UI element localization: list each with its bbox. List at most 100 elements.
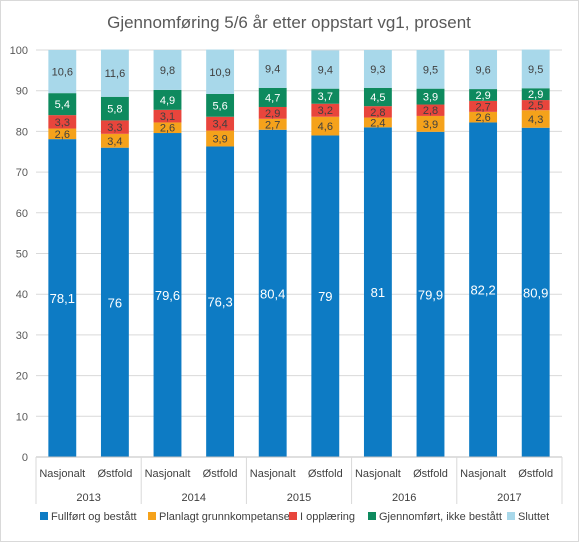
data-label: 2,9 xyxy=(265,108,280,120)
y-tick-label: 70 xyxy=(16,167,28,179)
bar-segment xyxy=(206,116,235,131)
bar-segment xyxy=(48,115,77,129)
data-label: 2,6 xyxy=(475,112,490,124)
data-label: 2,4 xyxy=(370,117,385,129)
bar-segment xyxy=(363,106,392,118)
bar-segment xyxy=(258,118,287,130)
y-tick-label: 50 xyxy=(16,249,28,261)
legend: Fullført og bestått Planlagt grunnkompeta… xyxy=(40,511,549,523)
bar-segment xyxy=(416,88,445,105)
x-tick-label: Nasjonalt xyxy=(460,468,506,480)
data-label: 76 xyxy=(108,295,122,310)
legend-swatch xyxy=(368,512,376,520)
data-label: 2,6 xyxy=(160,123,175,135)
x-tick-label: Østfold xyxy=(518,468,553,480)
bar-segment xyxy=(206,130,235,147)
data-label: 3,4 xyxy=(212,119,227,131)
bar-segment xyxy=(469,122,498,458)
data-label: 3,2 xyxy=(318,105,333,117)
legend-swatch xyxy=(289,512,297,520)
bar-segment xyxy=(469,111,498,123)
bar-segment xyxy=(363,87,392,107)
data-label: 3,1 xyxy=(160,111,175,123)
bar-segment xyxy=(521,127,550,457)
bar-segment xyxy=(311,135,340,457)
data-label: 78,1 xyxy=(50,291,75,306)
x-group-label: 2014 xyxy=(182,492,206,504)
bar-segment xyxy=(153,133,182,457)
bar-segment xyxy=(521,110,550,128)
bar-segment xyxy=(48,93,77,116)
x-tick-label: Østfold xyxy=(308,468,343,480)
legend-label: Gjennomført, ikke bestått xyxy=(379,511,502,523)
x-axis: Nasjonalt Østfold Nasjonalt Østfold Nasjonal… xyxy=(35,456,563,504)
data-label: 3,9 xyxy=(423,92,438,104)
bar-segment xyxy=(153,89,182,110)
data-label: 81 xyxy=(371,285,385,300)
bar-segment xyxy=(416,50,445,89)
chart-title: Gjennomføring 5/6 år etter oppstart vg1,… xyxy=(107,13,471,32)
x-tick-label: Nasjonalt xyxy=(145,468,191,480)
data-label: 9,6 xyxy=(475,65,490,77)
bar-segment xyxy=(153,109,182,123)
legend-swatch xyxy=(148,512,156,520)
bar-segment xyxy=(521,100,550,111)
bar-segment xyxy=(311,88,340,104)
bar-segment xyxy=(100,147,129,457)
y-tick-label: 90 xyxy=(16,86,28,98)
bar-segment xyxy=(100,49,129,97)
y-tick-label: 20 xyxy=(16,371,28,383)
bar-segment xyxy=(100,96,129,121)
y-tick-label: 30 xyxy=(16,330,28,342)
y-tick-label: 60 xyxy=(16,208,28,220)
data-label: 2,5 xyxy=(528,100,543,112)
y-axis: 0 10 20 30 40 50 60 70 80 90 100 xyxy=(10,45,28,464)
legend-label: Fullført og bestått xyxy=(51,511,137,523)
bar-segment xyxy=(311,116,340,136)
y-tick-label: 40 xyxy=(16,289,28,301)
bar-segment xyxy=(258,87,287,107)
data-label: 2,8 xyxy=(370,107,385,119)
data-label: 10,9 xyxy=(209,67,230,79)
legend-label: Sluttet xyxy=(518,511,549,523)
bar-segment xyxy=(153,50,182,90)
data-label: 3,4 xyxy=(107,136,122,148)
data-label: 80,9 xyxy=(523,285,548,300)
legend-label: I opplæring xyxy=(300,511,355,523)
bar-segment xyxy=(258,49,287,88)
data-label: 79,6 xyxy=(155,288,180,303)
data-label: 4,5 xyxy=(370,92,385,104)
data-label: 9,4 xyxy=(265,64,280,76)
data-label: 2,6 xyxy=(55,129,70,141)
bar-segment xyxy=(469,89,498,101)
data-label: 3,9 xyxy=(423,119,438,131)
x-tick-label: Nasjonalt xyxy=(250,468,296,480)
bar-segment xyxy=(521,88,550,101)
bar-segment xyxy=(363,127,392,457)
data-label: 9,5 xyxy=(423,64,438,76)
legend-label: Planlagt grunnkompetanse xyxy=(159,511,290,523)
data-label: 79 xyxy=(318,289,332,304)
data-label: 76,3 xyxy=(207,295,232,310)
data-label: 9,5 xyxy=(528,64,543,76)
data-labels: 78,12,63,35,410,6763,43,35,811,679,62,63… xyxy=(50,64,549,311)
data-label: 5,8 xyxy=(107,104,122,116)
data-label: 3,7 xyxy=(318,91,333,103)
bar-segment xyxy=(416,104,445,116)
data-label: 5,6 xyxy=(212,100,227,112)
bar-segment xyxy=(311,50,340,89)
bar-segment xyxy=(100,120,129,134)
x-group-label: 2016 xyxy=(392,492,416,504)
x-group-label: 2013 xyxy=(76,492,100,504)
data-label: 80,4 xyxy=(260,286,285,301)
data-label: 82,2 xyxy=(470,283,495,298)
data-label: 2,8 xyxy=(423,105,438,117)
data-label: 4,9 xyxy=(160,95,175,107)
bar-segment xyxy=(206,49,235,94)
data-label: 2,9 xyxy=(528,89,543,101)
data-label: 79,9 xyxy=(418,287,443,302)
y-tick-label: 100 xyxy=(10,45,28,57)
data-label: 3,9 xyxy=(212,134,227,146)
x-tick-label: Østfold xyxy=(97,468,132,480)
